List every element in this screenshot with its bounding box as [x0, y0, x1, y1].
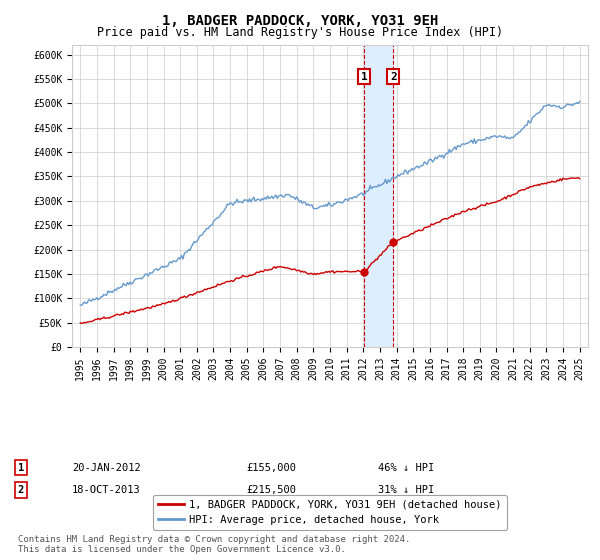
Text: 1: 1 — [18, 463, 24, 473]
Bar — [364, 45, 393, 347]
Text: Contains HM Land Registry data © Crown copyright and database right 2024.
This d: Contains HM Land Registry data © Crown c… — [18, 535, 410, 554]
Text: 18-OCT-2013: 18-OCT-2013 — [72, 485, 141, 495]
Text: Price paid vs. HM Land Registry's House Price Index (HPI): Price paid vs. HM Land Registry's House … — [97, 26, 503, 39]
Text: 2: 2 — [18, 485, 24, 495]
Text: 1: 1 — [361, 72, 367, 82]
Text: 31% ↓ HPI: 31% ↓ HPI — [378, 485, 434, 495]
Text: £215,500: £215,500 — [246, 485, 296, 495]
Legend: 1, BADGER PADDOCK, YORK, YO31 9EH (detached house), HPI: Average price, detached: 1, BADGER PADDOCK, YORK, YO31 9EH (detac… — [153, 494, 507, 530]
Text: 46% ↓ HPI: 46% ↓ HPI — [378, 463, 434, 473]
Text: 20-JAN-2012: 20-JAN-2012 — [72, 463, 141, 473]
Text: £155,000: £155,000 — [246, 463, 296, 473]
Text: 2: 2 — [390, 72, 397, 82]
Text: 1, BADGER PADDOCK, YORK, YO31 9EH: 1, BADGER PADDOCK, YORK, YO31 9EH — [162, 14, 438, 28]
